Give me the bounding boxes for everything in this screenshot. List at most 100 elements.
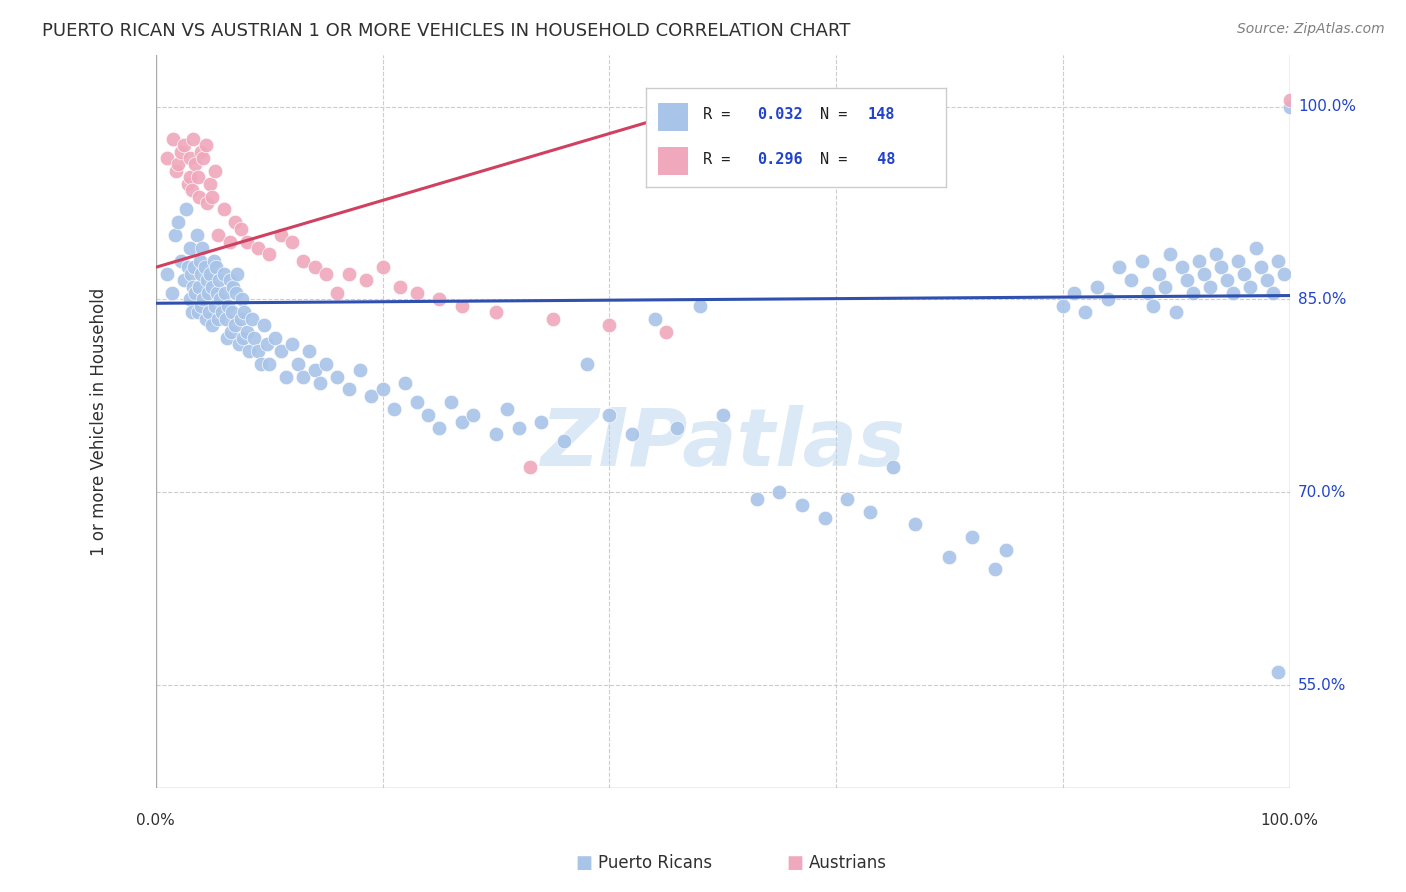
Point	[235, 325, 257, 339]
Point	[298, 343, 321, 358]
Point	[198, 305, 221, 319]
Point	[1171, 260, 1194, 275]
Point	[1250, 260, 1272, 275]
Point	[162, 131, 184, 145]
Point	[292, 369, 315, 384]
Point	[181, 131, 204, 145]
Point	[711, 408, 734, 422]
Point	[371, 260, 394, 275]
Point	[204, 299, 226, 313]
Point	[170, 253, 193, 268]
Point	[212, 267, 235, 281]
Point	[1194, 267, 1216, 281]
Point	[1188, 253, 1211, 268]
Point	[337, 383, 360, 397]
Point	[190, 267, 212, 281]
Point	[194, 138, 217, 153]
Point	[224, 318, 246, 332]
Point	[519, 459, 541, 474]
Point	[485, 305, 508, 319]
Point	[197, 285, 219, 300]
Text: Puerto Ricans: Puerto Ricans	[598, 855, 711, 872]
Point	[451, 299, 474, 313]
Point	[394, 376, 416, 390]
Point	[208, 273, 231, 287]
Point	[176, 202, 198, 217]
Point	[1052, 299, 1074, 313]
Point	[229, 311, 252, 326]
Point	[1211, 260, 1233, 275]
Point	[984, 562, 1007, 576]
Point	[837, 491, 859, 506]
Point	[218, 273, 240, 287]
Point	[1119, 273, 1142, 287]
Point	[238, 343, 260, 358]
Point	[194, 311, 217, 326]
Point	[349, 363, 371, 377]
Point	[304, 260, 326, 275]
Point	[655, 325, 678, 339]
Point	[644, 311, 666, 326]
Point	[995, 543, 1018, 558]
Point	[190, 299, 212, 313]
Point	[201, 279, 224, 293]
Point	[207, 228, 229, 243]
Point	[233, 305, 256, 319]
Point	[217, 299, 239, 313]
Point	[281, 337, 304, 351]
Point	[451, 415, 474, 429]
Point	[1222, 285, 1244, 300]
Point	[745, 491, 768, 506]
Point	[176, 177, 198, 191]
Point	[530, 415, 553, 429]
Point	[195, 273, 218, 287]
Point	[1216, 273, 1239, 287]
Point	[814, 511, 837, 525]
Point	[156, 267, 179, 281]
Point	[165, 164, 187, 178]
Point	[170, 145, 193, 159]
Point	[960, 530, 983, 544]
Point	[1063, 285, 1085, 300]
Point	[315, 357, 337, 371]
Point	[1136, 285, 1159, 300]
Text: PUERTO RICAN VS AUSTRIAN 1 OR MORE VEHICLES IN HOUSEHOLD CORRELATION CHART: PUERTO RICAN VS AUSTRIAN 1 OR MORE VEHIC…	[42, 22, 851, 40]
Point	[201, 318, 224, 332]
Text: 70.0%: 70.0%	[1298, 484, 1346, 500]
Point	[1130, 253, 1153, 268]
Point	[156, 151, 179, 165]
Point	[179, 170, 201, 185]
Point	[326, 285, 349, 300]
Point	[1074, 305, 1097, 319]
Point	[187, 305, 209, 319]
Point	[250, 357, 273, 371]
Point	[292, 253, 315, 268]
Point	[218, 235, 240, 249]
Point	[193, 151, 215, 165]
Point	[575, 357, 598, 371]
Point	[225, 285, 247, 300]
Point	[231, 293, 253, 307]
Point	[388, 279, 411, 293]
Point	[235, 235, 257, 249]
Point	[179, 241, 201, 255]
Point	[416, 408, 439, 422]
Point	[246, 241, 269, 255]
Text: Austrians: Austrians	[808, 855, 886, 872]
Point	[1166, 305, 1188, 319]
Point	[337, 267, 360, 281]
Point	[224, 215, 246, 229]
Point	[281, 235, 304, 249]
Point	[173, 138, 195, 153]
Point	[360, 389, 382, 403]
Point	[405, 395, 427, 409]
Point	[193, 293, 215, 307]
Point	[190, 145, 212, 159]
Point	[1097, 293, 1119, 307]
Point	[1267, 253, 1289, 268]
Point	[207, 311, 229, 326]
Point	[205, 285, 228, 300]
Point	[252, 318, 274, 332]
Point	[666, 421, 689, 435]
Point	[228, 337, 250, 351]
